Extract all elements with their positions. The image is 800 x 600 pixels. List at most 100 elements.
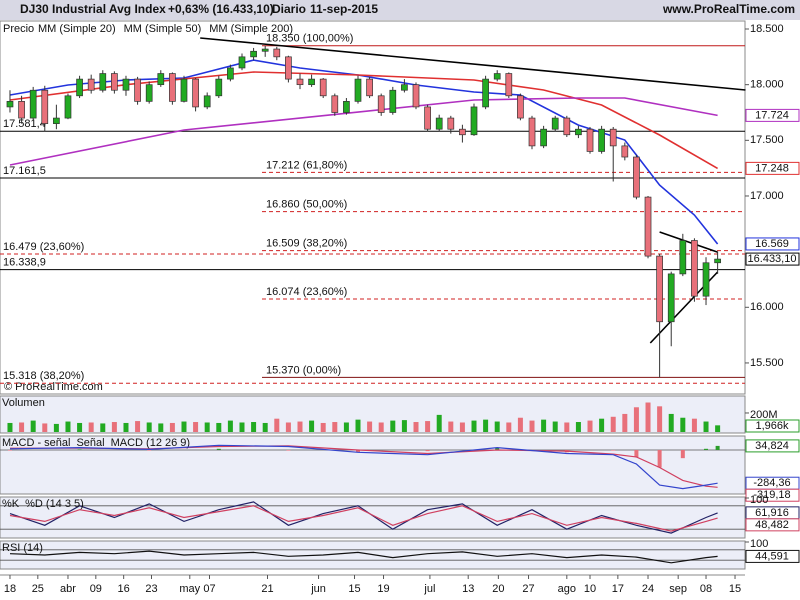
volume-bar (309, 420, 315, 432)
level-label: 16.338,9 (3, 256, 46, 268)
value-tag (745, 108, 800, 122)
candle-body (87, 78, 95, 91)
volume-bar (529, 420, 535, 432)
volume-bar (587, 420, 593, 432)
macd-histogram (147, 449, 152, 451)
volume-bar (332, 422, 338, 432)
candle-body (551, 117, 559, 130)
volume-bar (471, 420, 477, 432)
candle-body (586, 128, 594, 152)
candle-body (459, 128, 466, 136)
candle-body (609, 128, 617, 147)
y-tick-label: 15.500 (750, 357, 784, 369)
macd-histogram (425, 449, 430, 452)
volume-bar (123, 422, 129, 432)
candle-body (505, 73, 513, 97)
macd-histogram (355, 449, 360, 453)
candle-body (447, 117, 455, 130)
legend-entry: MM (Simple 200) (209, 23, 293, 35)
level-label: 16.074 (23,60%) (266, 286, 347, 298)
candle-body (29, 89, 37, 119)
candle-body (493, 73, 501, 80)
candle-body (53, 117, 60, 124)
volume-panel (0, 395, 746, 434)
volume-bar (239, 422, 245, 432)
indicator-line (9, 505, 718, 532)
x-tick-label: 15 (348, 583, 360, 595)
level-label: 18.350 (100,00%) (266, 33, 353, 45)
candle-body (261, 48, 269, 52)
x-tick-label: 19 (377, 583, 389, 595)
candle-body (285, 56, 292, 80)
x-tick-label: 20 (492, 583, 504, 595)
volume-bar (367, 421, 373, 432)
volume-bar (494, 421, 500, 432)
x-tick-label: 07 (203, 583, 215, 595)
trend-line (200, 37, 746, 91)
volume-bar (657, 406, 663, 432)
moving-average (9, 97, 718, 166)
y-tick-label: 100 (750, 494, 768, 506)
value-tag (745, 488, 800, 502)
x-tick-label: 09 (90, 583, 102, 595)
candle-body (598, 128, 605, 152)
panel-legend: %D (14 3 5) (25, 498, 84, 510)
x-tick-label: may (179, 583, 200, 595)
volume-bar (610, 416, 616, 432)
volume-bar (77, 422, 83, 432)
x-tick-label: 21 (261, 583, 273, 595)
x-tick-label: jul (423, 583, 435, 595)
change: +0,63% (16.433,10) (168, 2, 274, 16)
candle-body (296, 78, 304, 86)
value-tag-label: 17.248 (755, 162, 789, 174)
candle-body (111, 73, 118, 91)
volume-bar (135, 421, 141, 432)
candle-body (203, 95, 211, 108)
candle-body (679, 240, 687, 275)
candle-body (540, 128, 547, 147)
volume-bar (88, 422, 94, 432)
candle-body (273, 48, 281, 58)
y-tick-label: 18.500 (750, 23, 784, 35)
candle-body (250, 50, 257, 58)
level-label: 16.509 (38,20%) (266, 238, 347, 250)
x-tick-label: 13 (462, 583, 474, 595)
level-label: 16.860 (50,00%) (266, 198, 347, 210)
x-tick-label: 18 (4, 583, 16, 595)
y-tick-label: 17.000 (750, 190, 784, 202)
candle-body (180, 78, 188, 102)
value-tag (745, 252, 800, 266)
volume-bar (204, 422, 210, 432)
candle-body (401, 84, 408, 91)
value-tag-label: 48,482 (755, 519, 789, 531)
volume-bar (483, 419, 489, 432)
macd-histogram (680, 449, 685, 459)
volume-bar (251, 422, 257, 432)
x-tick-label: abr (60, 583, 76, 595)
candle-body (377, 95, 385, 113)
volume-bar (378, 422, 384, 432)
volume-bar (459, 422, 465, 432)
volume-bar (169, 422, 175, 432)
x-tick-label: 15 (729, 583, 741, 595)
level-label: 17.161,5 (3, 165, 46, 177)
macd-histogram (7, 449, 12, 451)
value-tag (745, 518, 800, 532)
level-label: 17.581,4 (3, 118, 46, 130)
volume-bar (599, 418, 605, 432)
x-tick-label: 24 (642, 583, 654, 595)
panel-legend: Señal (76, 437, 104, 449)
macd-histogram (715, 445, 720, 450)
candle-body (227, 67, 234, 80)
level-label: 15.370 (0,00%) (266, 364, 341, 376)
candle-body (621, 145, 629, 158)
value-tag-label: 61,916 (755, 507, 789, 519)
macd-histogram (77, 449, 82, 450)
x-tick-label: 17 (612, 583, 624, 595)
volume-bar (552, 421, 558, 432)
candle-body (64, 95, 72, 119)
candle-body (424, 106, 431, 130)
volume-bar (285, 422, 291, 432)
value-tag-label: 44,591 (755, 550, 789, 562)
candle-body (366, 78, 373, 97)
